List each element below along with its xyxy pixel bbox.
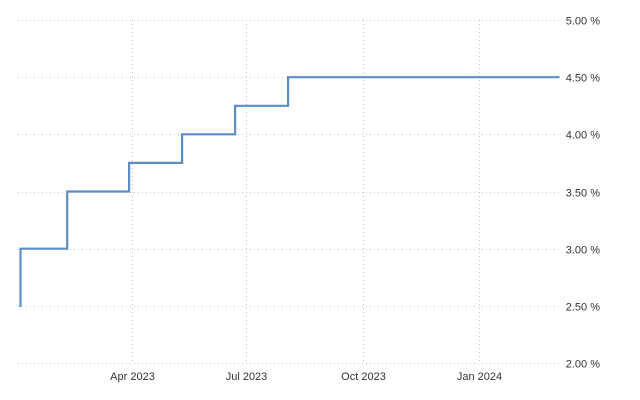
x-tick-label: Jan 2024	[457, 371, 502, 383]
x-tick-label: Jul 2023	[226, 371, 268, 383]
y-tick-label: 2.50 %	[566, 302, 600, 314]
y-tick-label: 2.00 %	[566, 359, 600, 371]
x-tick-label: Oct 2023	[341, 371, 386, 383]
y-tick-label: 5.00 %	[566, 16, 600, 28]
y-tick-labels: 2.00 % 2.50 % 3.00 % 3.50 % 4.00 % 4.50 % 5.00…	[566, 16, 600, 371]
y-tick-label: 4.50 %	[566, 73, 600, 85]
y-tick-label: 3.50 %	[566, 188, 600, 200]
series-layer	[19, 76, 560, 307]
y-tick-label: 3.00 %	[566, 245, 600, 257]
x-tick-label: Apr 2023	[110, 371, 155, 383]
x-tick-labels: Apr 2023 Jul 2023 Oct 2023 Jan 2024	[110, 371, 502, 383]
y-tick-label: 4.00 %	[566, 130, 600, 142]
series-line	[19, 76, 560, 307]
